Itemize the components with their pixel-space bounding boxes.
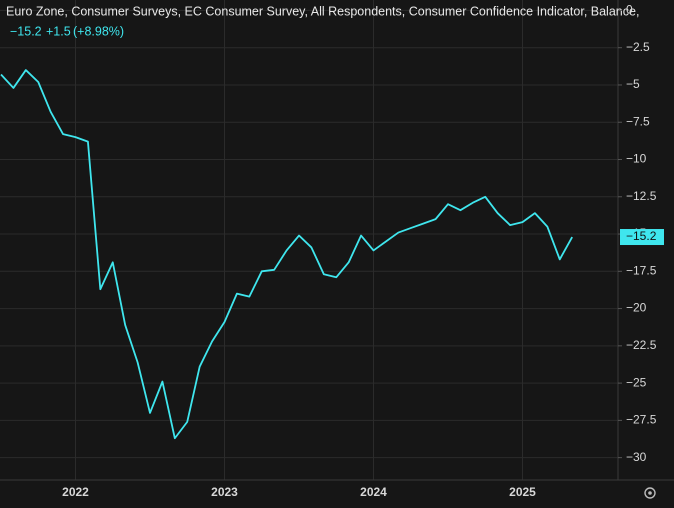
- change-percent: (+8.98%): [73, 24, 124, 38]
- y-tick-label: −7.5: [626, 114, 650, 128]
- y-tick-label: −12.5: [626, 189, 657, 203]
- y-tick-label: −10: [626, 152, 647, 166]
- y-tick-label: −2.5: [626, 40, 650, 54]
- data-line: [0, 69, 573, 440]
- chart-title: Euro Zone, Consumer Surveys, EC Consumer…: [6, 4, 639, 18]
- y-tick-label: 0: [626, 3, 633, 17]
- y-tick-label: −25: [626, 375, 647, 389]
- y-tick-label: −5: [626, 77, 640, 91]
- x-tick-label: 2024: [360, 485, 387, 499]
- change: +1.5: [46, 24, 71, 38]
- settings-icon-dot: [648, 491, 652, 495]
- y-tick-label: −27.5: [626, 413, 657, 427]
- settings-button[interactable]: [644, 487, 656, 499]
- last-value-badge: [620, 229, 664, 246]
- x-tick-label: 2025: [509, 485, 536, 499]
- y-tick-label: −17.5: [626, 263, 657, 277]
- plot-area: [0, 0, 618, 480]
- x-tick-label: 2022: [62, 485, 89, 499]
- settings-icon[interactable]: [644, 487, 656, 499]
- y-tick-label: −22.5: [626, 338, 657, 352]
- x-tick-label: 2023: [211, 485, 238, 499]
- last-value-badge-label: −15.2: [626, 229, 657, 243]
- last-value: −15.2: [10, 24, 42, 38]
- y-tick-label: −20: [626, 301, 647, 315]
- y-tick-label: −30: [626, 450, 647, 464]
